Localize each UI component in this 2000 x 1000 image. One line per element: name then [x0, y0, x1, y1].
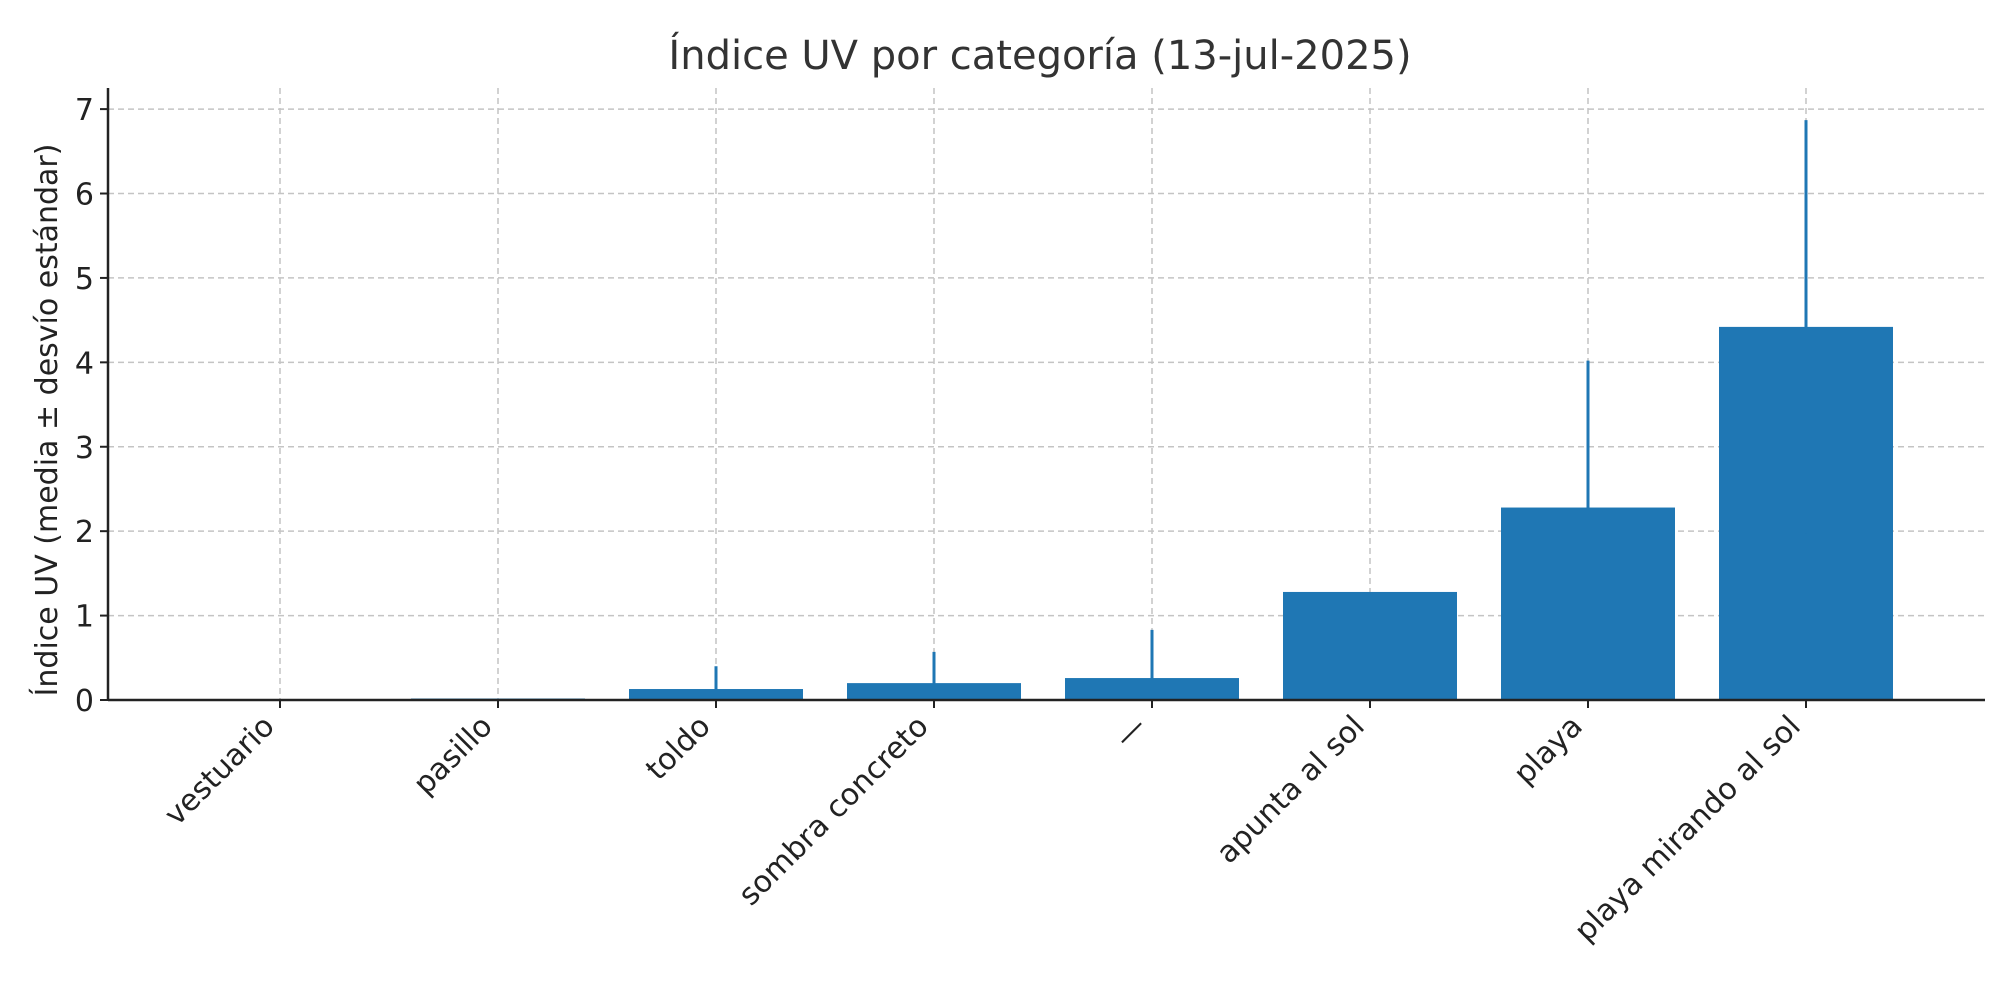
x-tick-label: playa mirando al sol: [1568, 709, 1808, 949]
grid-lines: [108, 88, 1985, 700]
y-tick-label: 5: [75, 262, 94, 297]
y-tick-label: 2: [75, 515, 94, 550]
y-tick-label: 3: [75, 431, 94, 466]
axes: [100, 88, 1985, 708]
x-tick-label: vestuario: [158, 709, 282, 833]
x-tick-label: —: [1108, 709, 1154, 755]
x-tick-label: playa: [1507, 709, 1590, 792]
x-tick-label: toldo: [639, 709, 717, 787]
bar: [1283, 591, 1457, 700]
y-axis-label: Índice UV (media ± desvío estándar): [29, 144, 65, 697]
y-tick-label: 0: [75, 684, 94, 719]
error-bars: [714, 120, 1808, 700]
y-tick-label: 7: [75, 93, 94, 128]
y-tick-labels: 0 1 2 3 4 5 6 7: [75, 93, 94, 719]
x-tick-labels: vestuario pasillo toldo sombra concreto — apu…: [158, 709, 1808, 949]
chart-title: Índice UV por categoría (13-jul-2025): [668, 31, 1411, 79]
x-tick-label: apunta al sol: [1210, 709, 1372, 871]
x-tick-label: sombra concreto: [732, 709, 936, 913]
y-tick-label: 4: [75, 346, 94, 381]
y-tick-label: 1: [75, 600, 94, 635]
x-tick-label: pasillo: [407, 709, 500, 802]
y-tick-label: 6: [75, 178, 94, 213]
